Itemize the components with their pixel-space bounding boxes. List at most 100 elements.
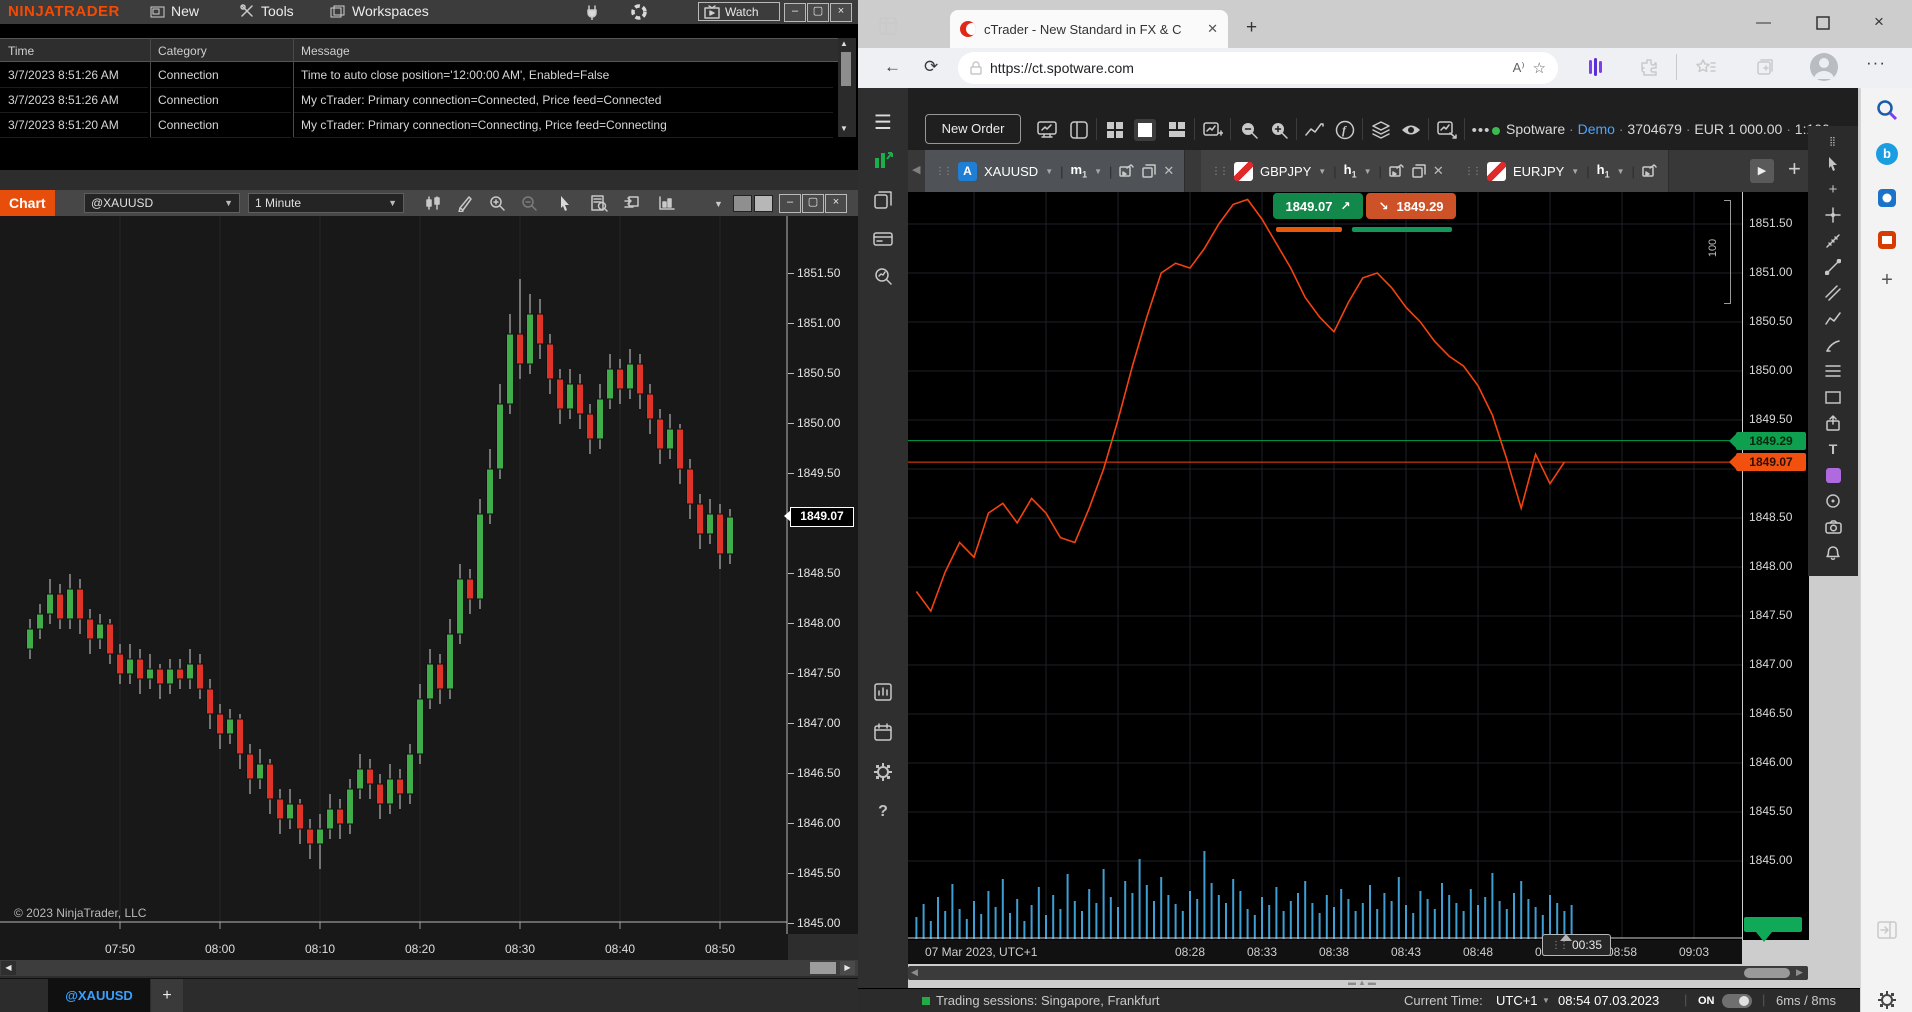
watch-button[interactable]: Watch [698,2,780,21]
market-depth-icon[interactable] [871,680,895,704]
browser-tab[interactable]: cTrader - New Standard in FX & C ✕ [950,10,1228,48]
zoom-in-icon[interactable] [484,193,510,213]
tabs-scroll-right-button[interactable]: ▶ [1750,159,1774,183]
symbol-tab-xauusd[interactable]: ⋮⋮ A XAUUSD ▼ | m1 ▼ | ✕ [925,150,1186,192]
extension-purple-icon[interactable] [1588,58,1604,76]
new-tab-button[interactable]: + [1246,17,1258,38]
chart-close-button[interactable]: × [825,194,847,213]
sell-button[interactable]: 1849.07 ↗ [1273,193,1363,219]
jump-to-latest-icon[interactable] [1756,932,1772,950]
watchlist-panel-icon[interactable] [1068,119,1090,141]
popout-chart-icon[interactable] [1389,164,1405,178]
popout-chart-icon[interactable] [1119,164,1135,178]
sidebar-settings-gear-icon[interactable] [1875,988,1899,1012]
buy-button[interactable]: ↘ 1849.29 [1366,193,1456,219]
browser-close-button[interactable]: × [1874,12,1884,31]
chevron-down-icon[interactable]: ▼ [1571,166,1580,176]
dot-crosshair-tool-icon[interactable] [1822,204,1844,226]
log-col-time[interactable]: Time [0,38,150,62]
ct-price-axis[interactable]: 1851.50 1851.00 1850.50 1850.00 1849.50 1848.… [1742,192,1809,940]
fibonacci-tool-icon[interactable] [1822,360,1844,382]
log-col-message[interactable]: Message [293,38,838,62]
color-swatch[interactable] [1822,464,1844,486]
chart-maximize-button[interactable]: ▢ [802,194,824,213]
send-to-window-icon[interactable] [618,193,644,213]
sync-status-icon[interactable] [630,3,648,21]
panel-resize-grip[interactable]: ▬▲▬ [1348,978,1378,987]
menu-workspaces[interactable]: Workspaces [330,3,429,19]
zoom-out-icon[interactable] [516,193,542,213]
symbol-tab-gbpjpy[interactable]: ⋮⋮ GBPJPY ▼ | h1 ▼ | ✕ [1201,150,1455,192]
url-text[interactable]: https://ct.spotware.com [990,60,1134,76]
trade-charts-icon[interactable] [871,148,895,172]
ctrader-menu-icon[interactable]: ☰ [874,111,892,134]
chevron-down-icon[interactable]: ▼ [1045,166,1054,176]
crosshair-tool-icon[interactable]: + [1828,180,1838,198]
chart-hscrollbar[interactable]: ◀ ▶ [0,960,858,976]
scrollbar-thumb[interactable] [1744,968,1790,978]
drawing-tools-icon[interactable] [452,193,478,213]
visibility-eye-icon[interactable] [1400,119,1422,141]
sound-toggle[interactable] [1722,994,1752,1008]
settings-gear-icon[interactable] [871,760,895,784]
layers-icon[interactable] [1370,119,1392,141]
cursor-icon[interactable] [552,193,578,213]
split-layout-icon[interactable] [1166,119,1188,141]
menu-new[interactable]: New [150,3,199,19]
scroll-right-icon[interactable]: ▶ [840,961,855,975]
sidebar-search-icon[interactable] [1875,98,1899,122]
indicators-icon[interactable]: f [1334,119,1356,141]
time-axis[interactable]: 07:50 08:00 08:10 08:20 08:30 08:40 08:50 [0,934,788,960]
single-chart-mode-icon[interactable] [1134,119,1156,141]
bar-color-swatch[interactable] [733,195,752,212]
address-bar[interactable]: https://ct.spotware.com A⁾ ☆ [958,52,1558,84]
polyline-tool-icon[interactable] [1822,308,1844,330]
chart-type-line-icon[interactable] [1304,119,1326,141]
trendline-tool-icon[interactable] [1822,256,1844,278]
browser-maximize-button[interactable] [1816,16,1830,30]
cursor-tool-icon[interactable] [1822,152,1844,174]
tab-close-icon[interactable]: ✕ [1207,21,1218,36]
indicator-panel-icon[interactable] [654,193,680,213]
favorites-icon[interactable] [1696,58,1716,76]
add-symbol-tab-button[interactable]: + [1788,156,1801,181]
background-color-swatch[interactable] [754,195,773,212]
account-info[interactable]: Spotware · Demo · 3704679 · EUR 1 000.00… [1506,121,1830,137]
scroll-right-icon[interactable]: ▶ [1796,967,1803,977]
back-icon[interactable]: ← [884,57,901,76]
scrollbar-thumb[interactable] [841,52,851,86]
parallel-lines-tool-icon[interactable] [1822,282,1844,304]
chart-symbol-select[interactable]: @XAUUSD ▼ [84,193,240,213]
sidebar-add-icon[interactable]: + [1881,268,1893,291]
chevron-down-icon[interactable]: ▼ [1318,166,1327,176]
drag-grip-icon[interactable]: ⋮⋮ [1551,939,1569,951]
scroll-up-icon[interactable]: ▲ [840,39,848,48]
chevron-down-icon[interactable]: ▼ [1094,166,1102,176]
copy-trading-icon[interactable] [871,188,895,212]
chart-settings-icon[interactable] [1436,119,1458,141]
popout-chart-icon[interactable] [1642,164,1658,178]
duplicate-chart-icon[interactable] [1412,164,1426,178]
scroll-left-icon[interactable]: ◀ [911,967,918,977]
rectangle-tool-icon[interactable] [1822,386,1844,408]
browser-menu-icon[interactable]: ··· [1866,53,1886,72]
scroll-down-icon[interactable]: ▼ [840,124,848,133]
chart-minimize-button[interactable]: – [779,194,801,213]
sidebar-panel-icon[interactable] [1875,918,1899,942]
chevron-down-icon[interactable]: ▼ [1616,166,1625,176]
chart-tab-xauusd[interactable]: @XAUUSD [48,979,150,1012]
ct-hscrollbar[interactable]: ◀ ▶ [908,966,1808,980]
text-tool-icon[interactable]: T [1828,441,1838,457]
tabs-scroll-left-icon[interactable]: ◀ [912,164,921,176]
drag-dots-icon[interactable]: ⣿ [1829,135,1837,146]
brush-tool-icon[interactable] [1822,334,1844,356]
new-order-button[interactable]: New Order [925,114,1021,144]
zoom-in-icon[interactable] [1268,119,1290,141]
more-tools-caret-icon[interactable]: ▼ [714,199,723,209]
analyze-icon[interactable] [871,264,895,288]
zoom-out-icon[interactable] [1238,119,1260,141]
close-tab-icon[interactable]: ✕ [1163,163,1175,178]
log-scrollbar[interactable]: ▲ ▼ [838,38,856,137]
profile-avatar[interactable] [1810,53,1838,81]
price-line-chart[interactable] [908,192,1742,940]
